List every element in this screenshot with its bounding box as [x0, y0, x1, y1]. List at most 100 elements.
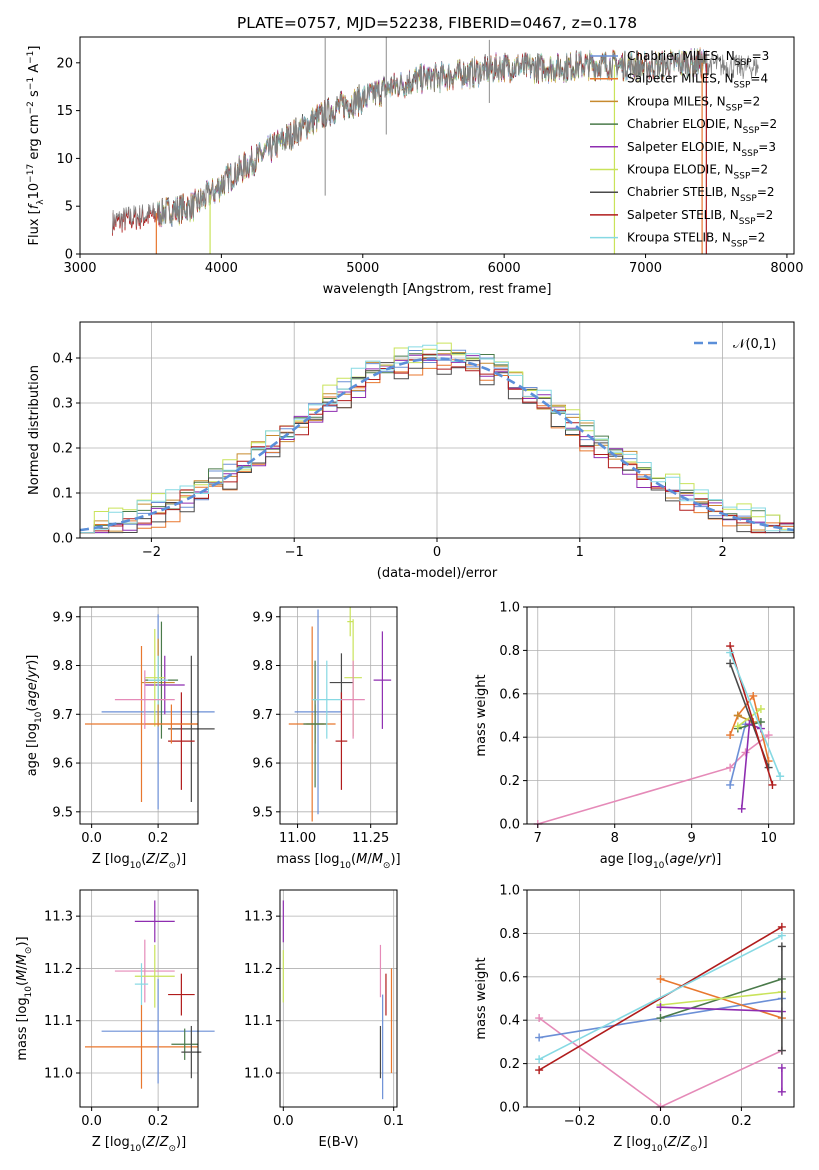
- y-tick-label: 11.0: [244, 1067, 273, 1082]
- plus-marker: [777, 931, 786, 940]
- plus-marker: [777, 1063, 786, 1072]
- label-run: M: [372, 852, 383, 867]
- label-run: Salpeter ELODIE, N: [627, 140, 741, 154]
- label-run: Z: [159, 852, 170, 867]
- label-run: =2: [750, 163, 768, 177]
- plus-marker: [764, 731, 773, 740]
- label-run: 10: [130, 1144, 142, 1154]
- label-run: (: [664, 852, 669, 867]
- label-run: (: [25, 707, 40, 712]
- plus-marker: [741, 748, 750, 757]
- axes-frame: [526, 606, 795, 825]
- mass-weight-line: [729, 724, 747, 786]
- x-tick-label: 0.0: [273, 1114, 294, 1129]
- label-run: )]: [176, 1135, 186, 1150]
- label-run: −2: [26, 101, 36, 114]
- plus-marker: [535, 1066, 544, 1075]
- plus-marker: [726, 763, 735, 772]
- x-tick-label: −2: [142, 545, 161, 560]
- observed-spectrum-line: [112, 50, 759, 234]
- label-run: Normed distribution: [27, 365, 42, 495]
- x-tick-label: 0.1: [383, 1114, 404, 1129]
- label-run: /: [155, 1135, 160, 1150]
- label-run: mass [log: [276, 852, 339, 867]
- y-tick-label: 0.0: [499, 818, 520, 833]
- label-run: SSP: [735, 58, 752, 68]
- x-axis-label: Z [log10(Z/Z⊙)]: [92, 852, 186, 871]
- y-tick-label: 9.7: [252, 708, 273, 723]
- label-run: yr: [25, 663, 40, 679]
- label-run: Flux [: [27, 209, 42, 245]
- label-run: (: [15, 981, 30, 986]
- label-run: /: [694, 852, 699, 867]
- label-run: −17: [26, 164, 36, 183]
- label-run: SSP: [741, 149, 758, 159]
- label-run: /: [677, 1135, 682, 1150]
- y-tick-label: 0.4: [499, 731, 520, 746]
- plus-marker: [733, 711, 742, 720]
- y-axis-label: Flux [fλ10−17 erg cm−2 s−1 A−1]: [26, 46, 46, 246]
- y-tick-label: 20: [56, 56, 73, 71]
- x-tick-label: 4000: [205, 261, 238, 276]
- label-run: Z: [667, 1135, 678, 1150]
- label-run: s: [27, 90, 42, 101]
- label-run: /: [15, 965, 30, 970]
- mass-weight-line: [729, 652, 781, 777]
- label-run: Chabrier STELIB, N: [627, 185, 740, 199]
- y-tick-label: 11.3: [244, 910, 273, 925]
- label-run: age [log: [600, 852, 653, 867]
- label-run: f: [27, 202, 42, 209]
- label-run: =3: [758, 140, 776, 154]
- y-tick-label: 9.8: [52, 659, 73, 674]
- gaussian-curve: [79, 357, 795, 532]
- label-run: (: [663, 1135, 668, 1150]
- label-run: ⊙: [168, 1144, 176, 1154]
- label-run: wavelength [Angstrom, rest frame]: [323, 282, 552, 297]
- label-run: )]: [390, 852, 400, 867]
- label-run: =4: [750, 72, 768, 86]
- label-run: Chabrier MILES, N: [627, 49, 735, 63]
- label-run: −1: [26, 77, 36, 90]
- label-run: M: [15, 970, 30, 981]
- label-run: 10: [24, 986, 34, 998]
- x-tick-label: 6000: [488, 261, 521, 276]
- x-tick-label: −0.2: [564, 1114, 596, 1129]
- label-run: ⊙: [383, 861, 391, 871]
- y-tick-label: 9.5: [52, 805, 73, 820]
- label-run: Salpeter MILES, N: [627, 72, 734, 86]
- label-run: Kroupa ELODIE, N: [627, 163, 734, 177]
- label-run: Chabrier ELODIE, N: [627, 117, 743, 131]
- x-tick-label: 0.2: [148, 831, 169, 846]
- label-run: mass [log: [15, 997, 30, 1060]
- y-tick-label: 5: [65, 200, 73, 215]
- label-run: =2: [748, 231, 766, 245]
- y-tick-label: 0.8: [499, 927, 520, 942]
- plus-marker: [535, 1014, 544, 1023]
- y-tick-label: 9.6: [252, 757, 273, 772]
- plus-marker: [737, 804, 746, 813]
- y-axis-label: Normed distribution: [27, 365, 42, 495]
- legend-entry: Chabrier STELIB, NSSP=2: [627, 185, 775, 204]
- label-run: ⊙: [24, 947, 34, 955]
- x-axis-label: E(B-V): [318, 1135, 358, 1150]
- legend-entry: Kroupa ELODIE, NSSP=2: [627, 163, 768, 182]
- label-run: =2: [759, 117, 777, 131]
- plus-marker: [535, 1055, 544, 1064]
- mass-weight-line: [538, 926, 783, 1071]
- label-run: SSP: [734, 81, 751, 91]
- y-tick-label: 0.4: [52, 352, 73, 367]
- label-run: Z: [145, 1135, 156, 1150]
- label-run: E(B-V): [318, 1135, 358, 1150]
- plus-marker: [726, 648, 735, 657]
- plus-marker: [733, 722, 742, 731]
- plus-marker: [749, 691, 758, 700]
- y-tick-label: 15: [56, 104, 73, 119]
- age-vs-metallicity-panel: 0.0 0.29.59.69.79.89.9Z [log10(Z/Z⊙)]age …: [25, 606, 215, 871]
- plus-marker: [776, 772, 785, 781]
- label-run: /: [155, 852, 160, 867]
- x-tick-label: 2: [718, 545, 726, 560]
- label-run: 10: [34, 711, 44, 723]
- axes-frame: [279, 889, 398, 1108]
- label-run: 10: [340, 861, 352, 871]
- y-tick-label: 0.3: [52, 397, 73, 412]
